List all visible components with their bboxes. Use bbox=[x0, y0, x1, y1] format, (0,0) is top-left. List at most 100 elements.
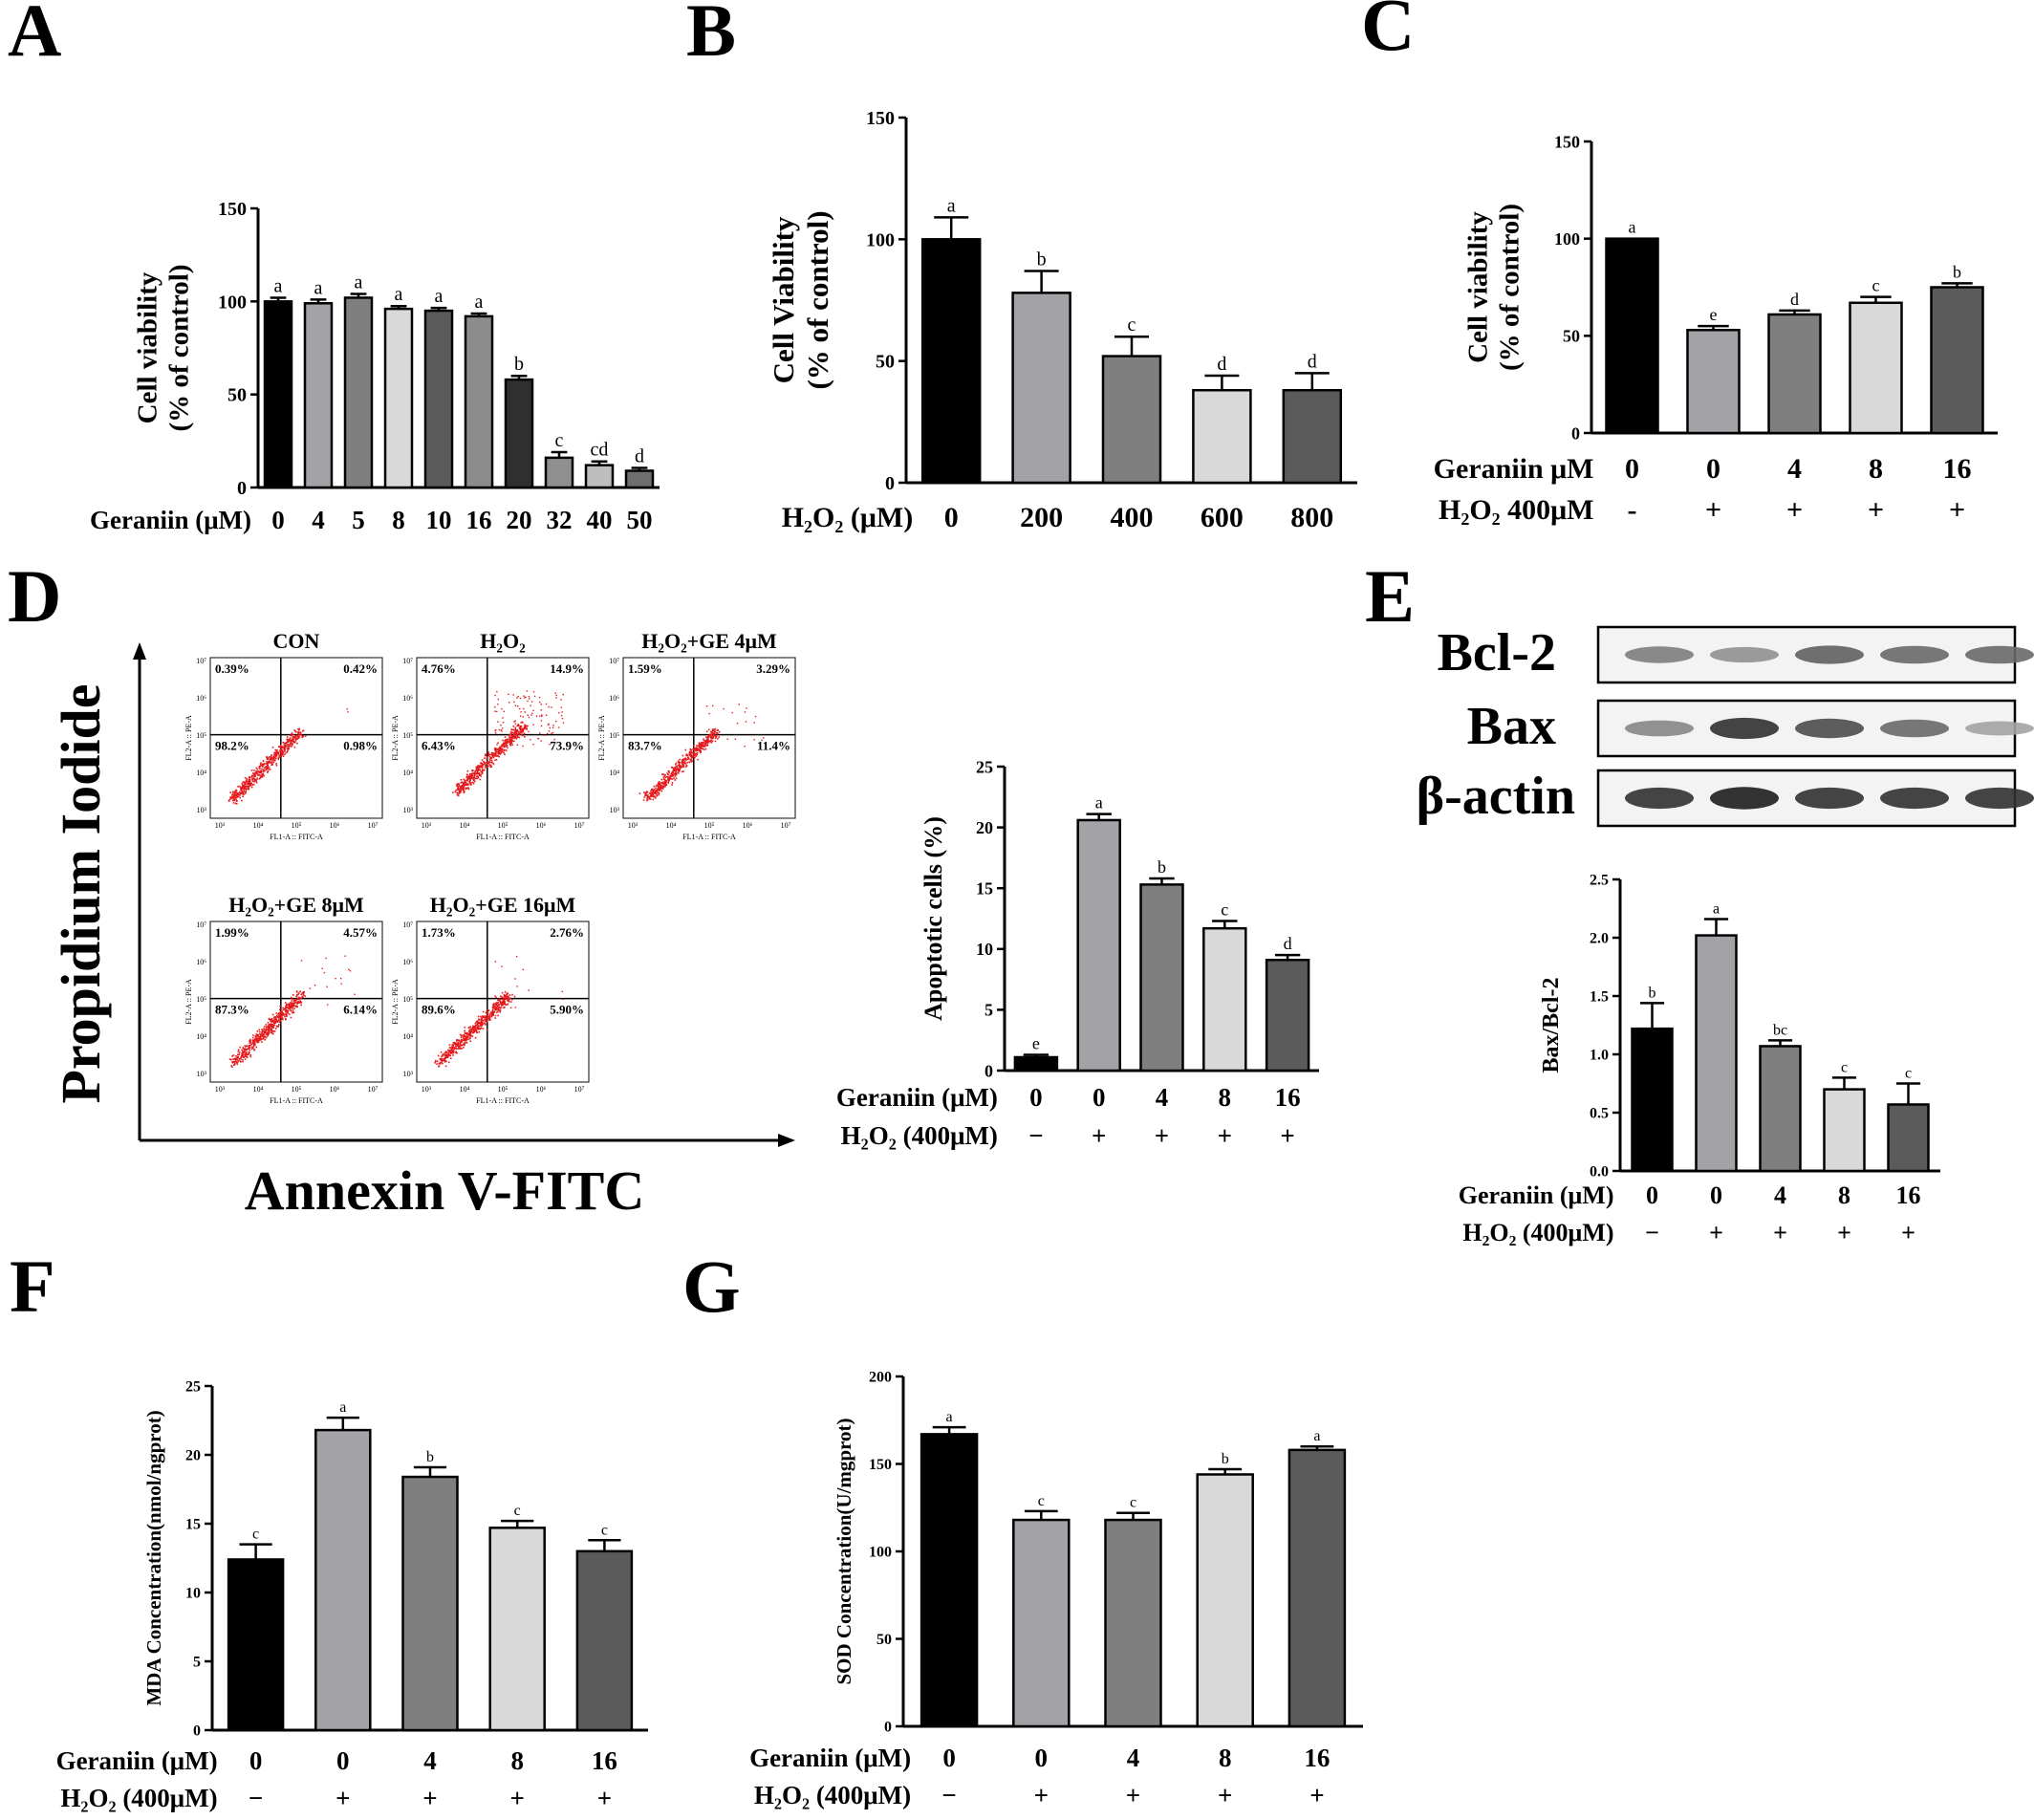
flow-dot bbox=[451, 791, 454, 793]
flow-dot bbox=[260, 762, 262, 765]
flow-dot bbox=[267, 1034, 269, 1037]
flow-dot bbox=[474, 777, 476, 780]
flow-dot bbox=[514, 1007, 517, 1008]
flow-dot bbox=[282, 751, 285, 753]
flow-dot bbox=[707, 735, 710, 738]
flow-dot bbox=[266, 767, 269, 769]
flow-dot bbox=[517, 723, 519, 726]
flow-dot bbox=[687, 756, 689, 759]
flow-dot bbox=[652, 798, 655, 801]
flow-dot bbox=[661, 781, 664, 784]
flow-dot bbox=[444, 1052, 446, 1054]
flow-dot bbox=[277, 752, 280, 755]
flow-dot bbox=[249, 1051, 250, 1054]
y-tick-label: 0 bbox=[193, 1723, 201, 1740]
flow-dot bbox=[646, 794, 649, 796]
flow-dot bbox=[661, 787, 663, 790]
flow-dot bbox=[443, 1059, 444, 1062]
flow-dot bbox=[242, 1055, 244, 1057]
flow-dot bbox=[679, 769, 682, 771]
flow-dot bbox=[301, 992, 304, 994]
flow-dot bbox=[269, 1024, 270, 1026]
flow-dot bbox=[489, 1014, 491, 1017]
flow-dot bbox=[668, 771, 670, 774]
flow-dot bbox=[235, 789, 237, 791]
flow-dot bbox=[638, 792, 641, 794]
h2o2-indicator: + bbox=[1901, 1219, 1915, 1246]
flow-dot bbox=[681, 759, 683, 762]
flow-dot bbox=[237, 1049, 240, 1051]
significance-letter: cd bbox=[591, 440, 609, 461]
significance-letter: b bbox=[1037, 249, 1047, 270]
flow-dot bbox=[658, 781, 660, 783]
flow-dot bbox=[480, 1021, 483, 1023]
flow-dot bbox=[679, 761, 682, 764]
flow-dot bbox=[463, 785, 465, 788]
flow-dot bbox=[475, 1031, 478, 1033]
flow-dot bbox=[503, 994, 506, 997]
category-label: 0 bbox=[1035, 1744, 1049, 1772]
flow-dot bbox=[461, 1040, 463, 1042]
flow-dot bbox=[280, 755, 282, 758]
flow-dot bbox=[302, 996, 304, 999]
flow-dot bbox=[281, 1010, 283, 1013]
flow-dot bbox=[269, 760, 271, 763]
flow-dot bbox=[481, 770, 484, 773]
flow-dot bbox=[246, 1045, 248, 1048]
flow-dot bbox=[709, 741, 711, 743]
flow-dot bbox=[288, 745, 291, 747]
flow-dot bbox=[326, 986, 328, 987]
flow-dot bbox=[655, 785, 658, 787]
flow-dot bbox=[479, 769, 481, 771]
flow-dot bbox=[264, 1029, 267, 1032]
y-axis-label: Bax/Bcl-2 bbox=[1539, 978, 1564, 1073]
flow-dot bbox=[237, 785, 240, 788]
flow-dot bbox=[278, 746, 281, 748]
flow-dot bbox=[502, 717, 504, 719]
flow-dot bbox=[292, 1003, 295, 1006]
flow-dot bbox=[470, 783, 472, 786]
flow-dot bbox=[246, 1048, 249, 1051]
flow-dot bbox=[715, 732, 718, 734]
flow-dot bbox=[284, 746, 287, 748]
flow-dot bbox=[482, 769, 484, 772]
flow-x-tick: 10⁴ bbox=[666, 821, 677, 830]
flow-dot bbox=[234, 790, 237, 792]
flow-dot bbox=[712, 732, 715, 734]
flow-dot bbox=[463, 1039, 465, 1042]
flow-dot bbox=[250, 775, 253, 778]
flow-dot bbox=[299, 733, 302, 736]
flow-dot bbox=[270, 758, 271, 761]
flow-dot bbox=[469, 1026, 472, 1028]
flow-dot bbox=[302, 729, 305, 732]
flow-dot bbox=[478, 1028, 480, 1030]
flow-dot bbox=[234, 1057, 237, 1059]
flow-dot bbox=[701, 742, 703, 745]
flow-dot bbox=[475, 1030, 478, 1032]
flow-dot bbox=[472, 1031, 475, 1034]
flow-dot bbox=[496, 690, 498, 693]
flow-dot bbox=[472, 782, 475, 785]
flow-dot bbox=[444, 1065, 447, 1068]
flow-dot bbox=[284, 1015, 286, 1018]
flow-dot bbox=[446, 1055, 448, 1058]
flow-dot bbox=[258, 765, 261, 768]
flow-dot bbox=[479, 765, 481, 767]
flow-dot bbox=[690, 761, 692, 763]
flow-dot bbox=[286, 743, 288, 745]
flow-dot bbox=[255, 1033, 258, 1035]
flow-dot bbox=[704, 740, 707, 742]
flow-dot bbox=[523, 695, 525, 697]
flow-x-tick: 10⁵ bbox=[292, 821, 302, 830]
flow-x-tick: 10⁶ bbox=[330, 821, 340, 830]
flow-dot bbox=[275, 1017, 277, 1019]
flow-dot bbox=[706, 740, 709, 742]
flow-dot bbox=[259, 770, 262, 773]
flow-dot bbox=[659, 783, 660, 785]
flow-dot bbox=[504, 1001, 506, 1004]
flow-dot bbox=[754, 715, 757, 718]
y-tick-label: 50 bbox=[876, 352, 895, 373]
flow-dot bbox=[249, 1047, 251, 1049]
flow-dot bbox=[672, 771, 674, 774]
y-tick-label: 20 bbox=[976, 818, 993, 837]
